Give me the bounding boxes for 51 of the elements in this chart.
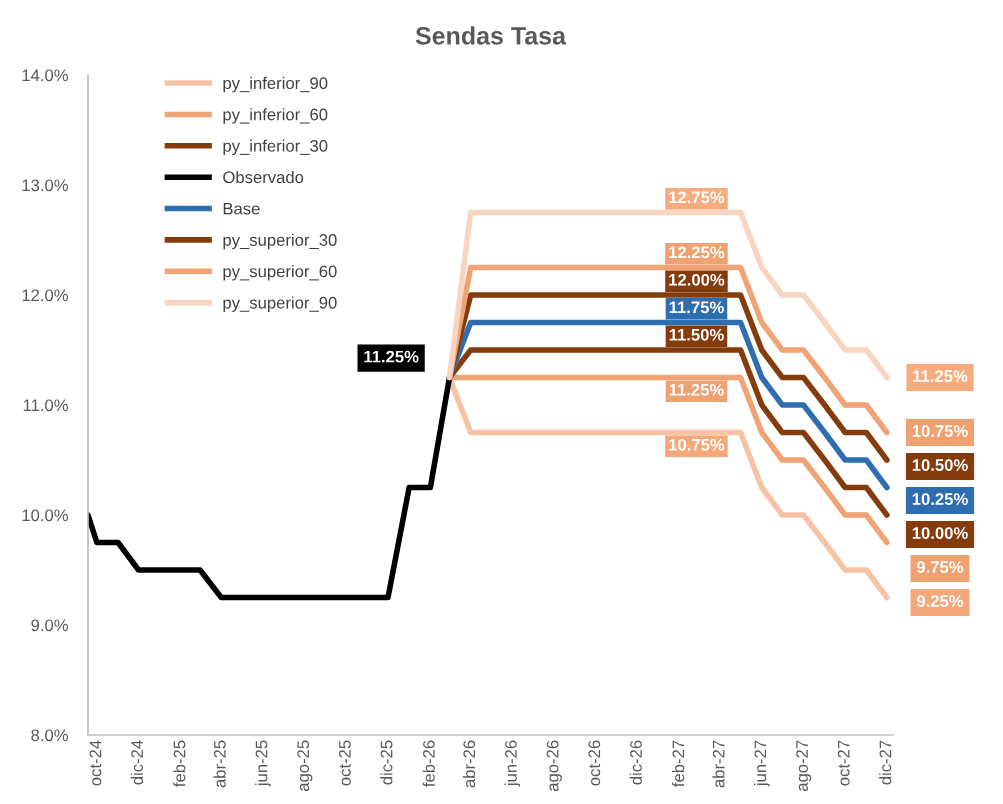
x-tick-label: ago-26 xyxy=(546,740,562,792)
data-label: 11.75% xyxy=(669,301,724,314)
legend-label: Observado xyxy=(223,170,304,184)
data-label: 10.00% xyxy=(912,527,968,539)
x-tick-label: ago-27 xyxy=(796,740,812,792)
x-tick-label: jun-25 xyxy=(255,740,271,787)
data-label: 10.75% xyxy=(912,425,968,437)
legend-label: py_superior_90 xyxy=(223,296,337,312)
x-tick-label: abr-26 xyxy=(462,740,476,788)
legend-label: py_superior_60 xyxy=(223,265,337,281)
data-label: 10.50% xyxy=(912,459,968,471)
data-label: 10.75% xyxy=(669,438,725,451)
legend-label: py_inferior_60 xyxy=(223,108,328,124)
x-tick-label: feb-27 xyxy=(672,740,685,787)
y-tick-label: 8.0% xyxy=(31,729,68,742)
data-label: 9.75% xyxy=(916,561,964,573)
data-label: 9.25% xyxy=(916,595,964,607)
x-tick-label: oct-24 xyxy=(89,740,102,786)
x-tick-label: oct-25 xyxy=(338,740,351,786)
x-tick-label: dic-27 xyxy=(879,740,892,785)
legend-label: py_superior_30 xyxy=(223,233,337,250)
x-tick-label: jun-26 xyxy=(504,740,521,787)
legend-label: py_inferior_30 xyxy=(223,139,328,156)
x-tick-label: feb-26 xyxy=(422,740,435,787)
legend-label: py_inferior_90 xyxy=(223,76,328,93)
x-tick-label: dic-26 xyxy=(629,740,642,785)
data-label: 11.25% xyxy=(364,350,419,363)
data-label: 10.25% xyxy=(912,493,968,505)
x-tick-label: jun-27 xyxy=(754,740,770,787)
x-tick-label: oct-26 xyxy=(588,740,601,786)
legend-label: Base xyxy=(223,202,260,215)
y-tick-label: 9.0% xyxy=(31,619,68,632)
y-tick-label: 14.0% xyxy=(22,69,68,82)
x-tick-label: feb-25 xyxy=(173,740,186,787)
y-tick-label: 10.0% xyxy=(22,509,68,522)
chart-title: Sendas Tasa xyxy=(415,26,567,45)
y-tick-label: 11.0% xyxy=(23,399,68,412)
data-label: 11.25% xyxy=(669,383,724,396)
x-tick-label: abr-27 xyxy=(712,740,725,788)
x-tick-label: oct-27 xyxy=(837,740,850,786)
x-tick-label: dic-25 xyxy=(380,740,393,785)
y-tick-label: 12.0% xyxy=(22,289,68,302)
data-label: 12.75% xyxy=(669,191,725,204)
data-label: 11.50% xyxy=(669,328,724,341)
data-label: 11.25% xyxy=(913,370,968,382)
x-tick-label: dic-24 xyxy=(130,740,144,785)
data-label: 12.00% xyxy=(669,273,725,286)
data-label: 12.25% xyxy=(669,246,725,259)
y-tick-label: 13.0% xyxy=(22,179,68,192)
x-tick-label: abr-25 xyxy=(213,740,226,788)
x-tick-label: ago-25 xyxy=(297,740,313,792)
